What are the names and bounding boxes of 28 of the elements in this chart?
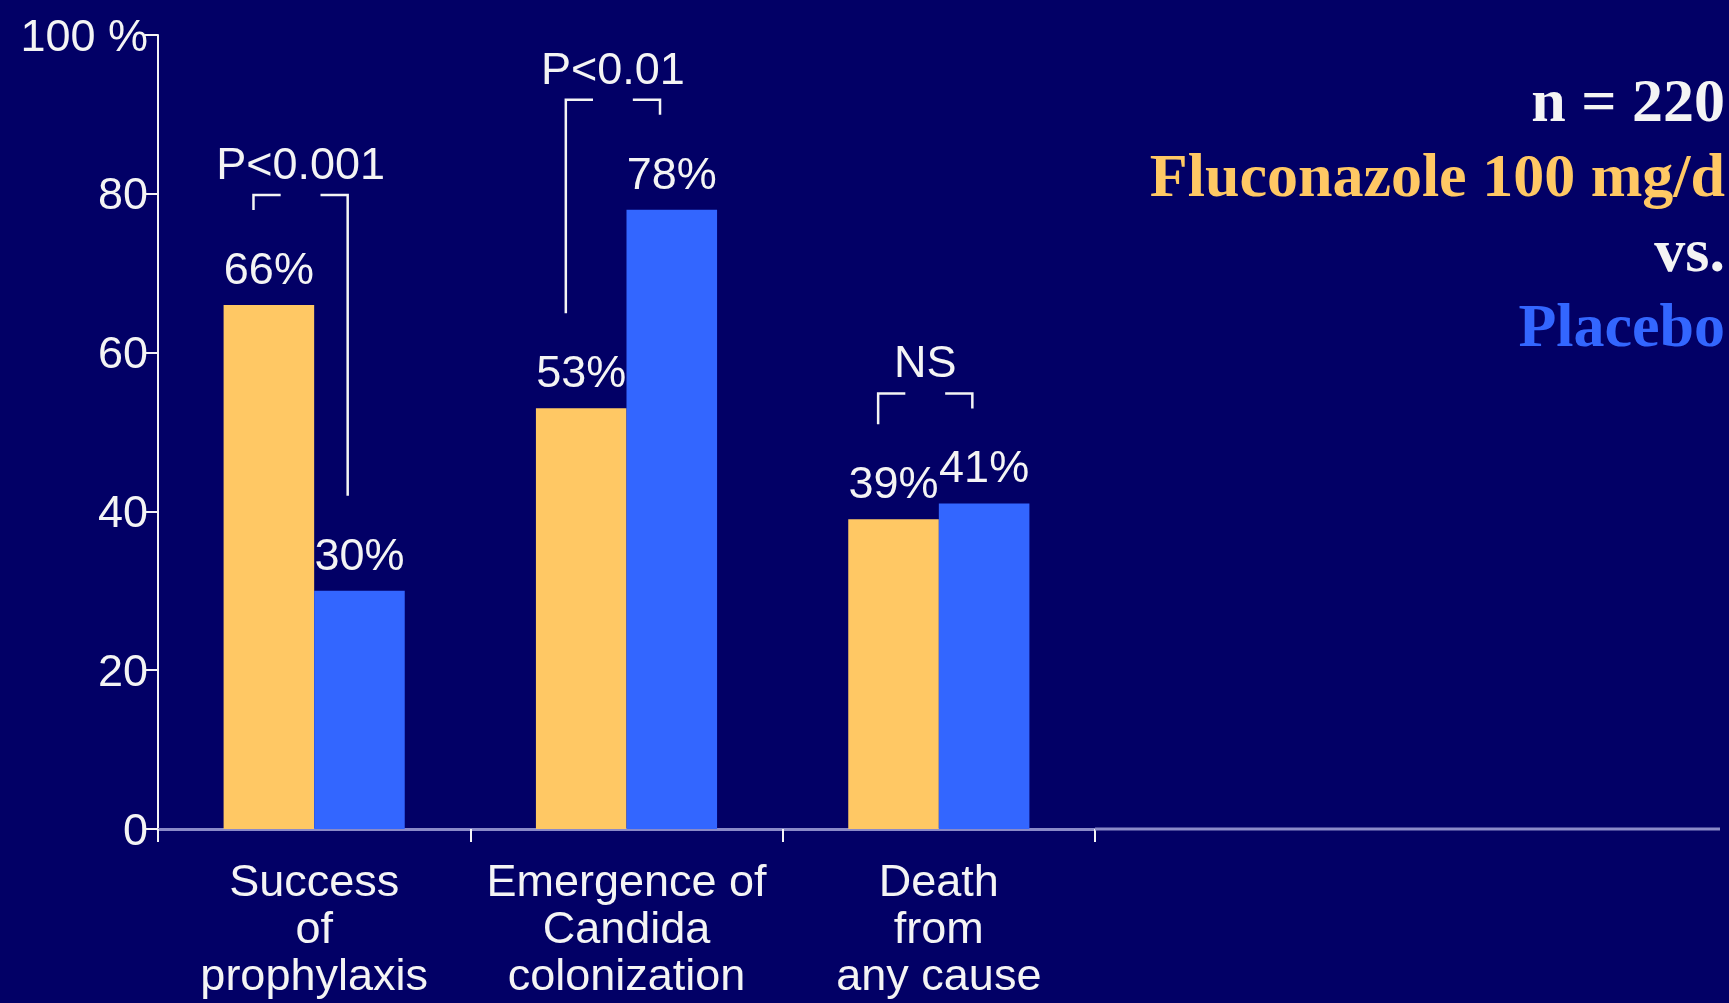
text: Placebo: [1517, 290, 1725, 361]
bar: [535, 408, 627, 829]
y-tick-label: 100 %: [20, 9, 148, 61]
data-label: 53%: [536, 346, 627, 398]
annotation: P<0.01: [540, 42, 685, 94]
x-tick-label: Death from any cause: [836, 855, 1042, 1000]
data-label: 66%: [223, 242, 314, 294]
data-label: 78%: [626, 147, 717, 199]
x-tick-label: Success of prophylaxis: [200, 855, 428, 1000]
data-label: 39%: [848, 457, 939, 509]
text: vs.: [1653, 215, 1725, 286]
y-tick-label: 40: [97, 485, 148, 537]
x-tick-label: Emergence of Candida colonization: [486, 855, 768, 1000]
y-tick-label: 80: [97, 168, 148, 220]
data-label: 41%: [939, 441, 1030, 493]
bar: [626, 209, 718, 829]
annotation: P<0.001: [216, 137, 386, 189]
y-tick-label: 0: [122, 803, 148, 855]
y-tick-label: 60: [97, 327, 148, 379]
bar: [223, 304, 315, 829]
bar: [938, 503, 1030, 829]
annotation: NS: [893, 335, 957, 387]
text: n = 220: [1530, 65, 1725, 136]
text: Fluconazole 100 mg/d: [1149, 140, 1725, 211]
bar: [848, 519, 939, 829]
bar: [314, 590, 405, 829]
data-label: 30%: [314, 528, 405, 580]
y-tick-label: 20: [97, 644, 148, 696]
